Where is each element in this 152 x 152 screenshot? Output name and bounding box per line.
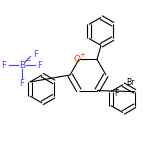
Text: −: − xyxy=(24,57,30,66)
Text: F: F xyxy=(33,50,38,59)
Text: B: B xyxy=(19,60,25,69)
Text: F: F xyxy=(114,89,118,98)
Text: O: O xyxy=(74,55,81,64)
Text: F: F xyxy=(2,60,6,69)
Text: F: F xyxy=(38,60,42,69)
Text: +: + xyxy=(79,52,85,58)
Text: F: F xyxy=(20,78,24,88)
Text: Br: Br xyxy=(126,78,134,87)
